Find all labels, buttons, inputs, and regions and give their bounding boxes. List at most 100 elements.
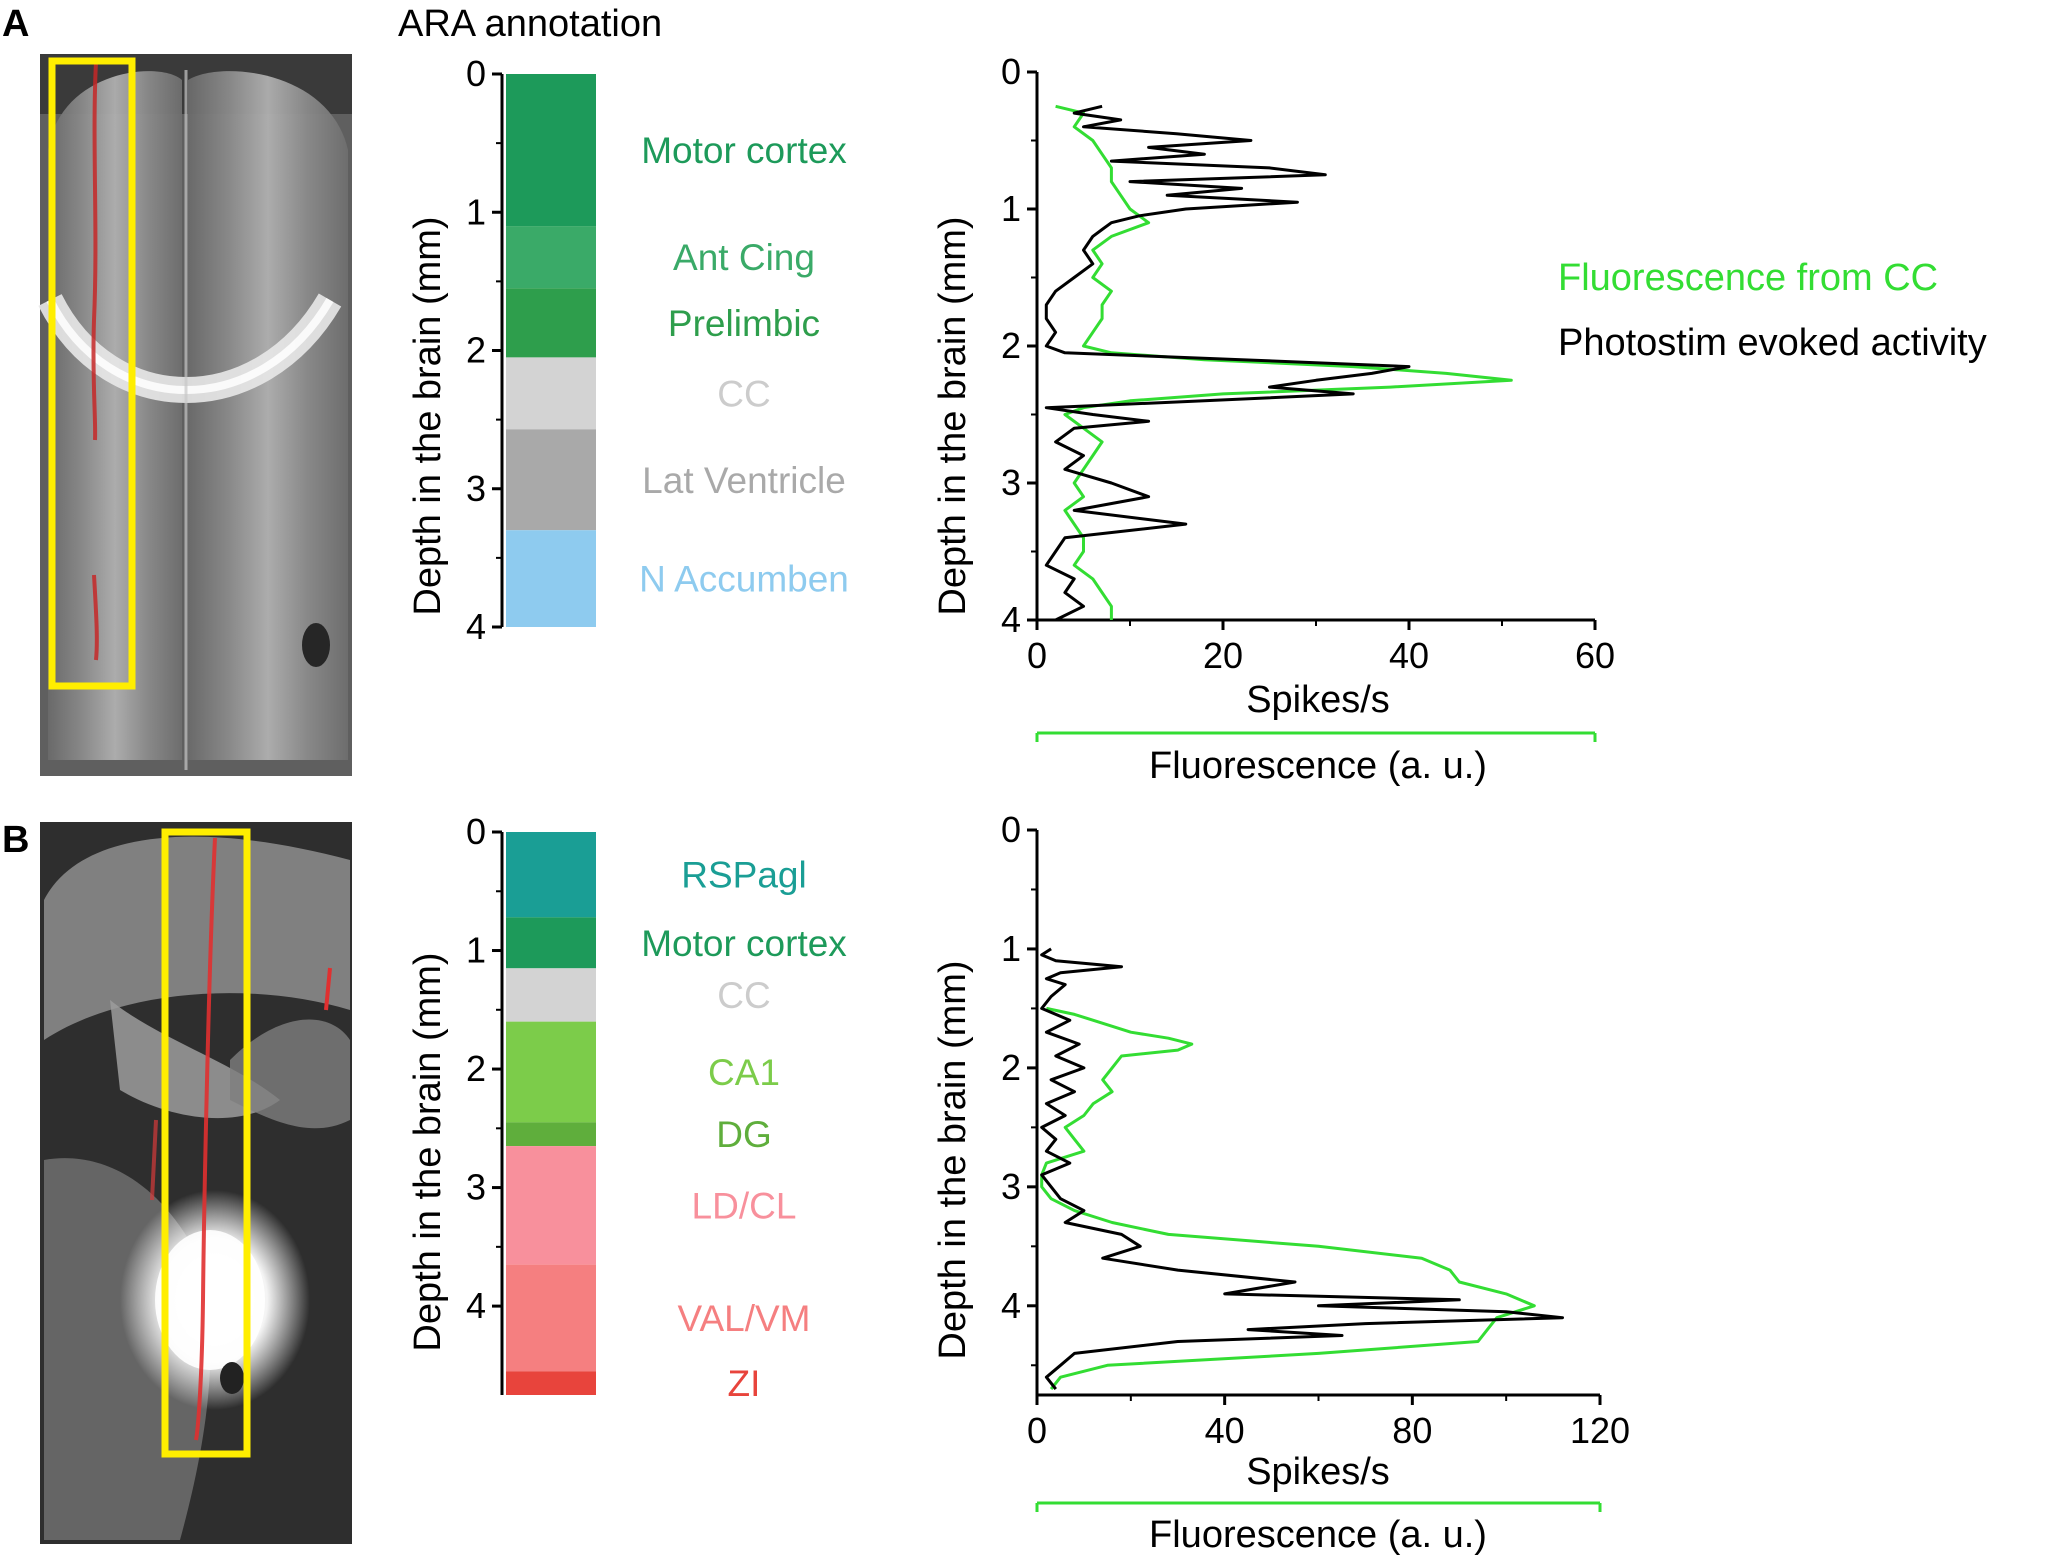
chart-x-tick-label: 20	[1203, 635, 1243, 676]
chart-y-tick-label: 0	[1001, 809, 1021, 850]
panel-letter-b: B	[2, 819, 29, 861]
chart-b-ylabel: Depth in the brain (mm)	[932, 960, 974, 1359]
chart-y-tick-label: 3	[1001, 462, 1021, 503]
legend-activity: Photostim evoked activity	[1558, 322, 1987, 364]
cortex-band-b	[44, 836, 350, 1040]
fluorescence-series-line	[1055, 104, 1513, 620]
annotation-tick-label: 0	[466, 811, 486, 852]
probe-track-tertiary-b	[150, 1119, 158, 1201]
annotation-tick-label: 2	[466, 330, 486, 371]
legend-fluorescence: Fluorescence from CC	[1558, 257, 1938, 299]
annotation-bars-b: RSPagl Motor cortex CC CA1 DG LD/CL VAL/VM ZI	[506, 832, 847, 1404]
panel-a: A ARA annotation Depth in the brain (mm)…	[2, 3, 1987, 787]
annotation-region-bar	[506, 1264, 596, 1372]
chart-y-tick-label: 0	[1001, 51, 1021, 92]
annotation-region-bar	[506, 1146, 596, 1265]
annotation-region-label: CA1	[708, 1052, 780, 1093]
chart-a-ylabel: Depth in the brain (mm)	[932, 216, 974, 615]
annotation-region-label: ZI	[728, 1363, 761, 1404]
chart-y-tick-label: 4	[1001, 599, 1021, 640]
right-hemisphere	[188, 71, 348, 760]
annotation-region-bar	[506, 74, 596, 227]
panel-b: B Depth in the brain (mm) 0 1 2 3 4 RSPagl Mo…	[2, 809, 1630, 1556]
yellow-highlight-box	[161, 828, 251, 1458]
chart-x-tick-label: 0	[1027, 635, 1047, 676]
ventricle-dark	[302, 623, 330, 667]
annotation-tick-label: 0	[466, 53, 486, 94]
activity-series-line	[1040, 947, 1564, 1391]
annotation-region-label: N Accumben	[639, 559, 849, 600]
chart-x-tick-label: 80	[1392, 1410, 1432, 1451]
annotation-region-label: VAL/VM	[678, 1298, 811, 1339]
panel-letter-a: A	[2, 3, 29, 45]
annotation-region-bar	[506, 917, 596, 969]
chart-a-xlabel: Spikes/s	[1246, 679, 1390, 721]
chart-y-tick-label: 2	[1001, 325, 1021, 366]
histology-b	[40, 822, 352, 1544]
annotation-ticks-a: 0 1 2 3 4	[466, 53, 502, 647]
chart-y-tick-label: 2	[1001, 1047, 1021, 1088]
chart-x-tick-label: 0	[1027, 1410, 1047, 1451]
annotation-region-label: DG	[716, 1114, 772, 1155]
annotation-ylabel-b: Depth in the brain (mm)	[407, 952, 449, 1351]
annotation-region-label: CC	[717, 373, 770, 414]
annotation-region-label: Motor cortex	[641, 923, 847, 964]
annotation-region-bar	[506, 1371, 596, 1395]
annotation-ylabel-a: Depth in the brain (mm)	[407, 216, 449, 615]
annotation-region-bar	[506, 1122, 596, 1147]
annotation-region-label: Lat Ventricle	[642, 460, 846, 501]
annotation-region-label: Prelimbic	[668, 303, 820, 344]
ara-annotation-header: ARA annotation	[398, 3, 662, 45]
hippocampus-b-right	[230, 1019, 350, 1129]
annotation-region-label: RSPagl	[681, 855, 806, 896]
annotation-region-bar	[506, 530, 596, 627]
annotation-region-bar	[506, 429, 596, 531]
annotation-a: Depth in the brain (mm) 0 1 2 3 4 Motor cort…	[407, 53, 849, 647]
annotation-region-bar	[506, 357, 596, 430]
fluorescence-core-b	[155, 1230, 265, 1370]
annotation-tick-label: 4	[466, 606, 486, 647]
annotation-region-label: CC	[717, 975, 770, 1016]
annotation-tick-label: 3	[466, 468, 486, 509]
histology-a	[38, 54, 352, 776]
annotation-tick-label: 4	[466, 1285, 486, 1326]
chart-y-tick-label: 3	[1001, 1166, 1021, 1207]
annotation-tick-label: 1	[466, 930, 486, 971]
annotation-region-bar	[506, 226, 596, 289]
chart-x-tick-label: 40	[1389, 635, 1429, 676]
annotation-region-label: LD/CL	[692, 1185, 797, 1226]
probe-track-red-line	[91, 61, 99, 661]
probe-track-secondary-b	[324, 967, 332, 1011]
annotation-ticks-b: 0 1 2 3 4	[466, 811, 502, 1326]
legend: Fluorescence from CC Photostim evoked ac…	[1558, 257, 1987, 364]
annotation-tick-label: 1	[466, 191, 486, 232]
chart-y-tick-label: 4	[1001, 1285, 1021, 1326]
left-hemisphere	[48, 71, 182, 760]
chart-x-tick-label: 60	[1575, 635, 1615, 676]
annotation-b: Depth in the brain (mm) 0 1 2 3 4 RSPagl Moto…	[407, 811, 847, 1404]
activity-series-line	[1044, 104, 1411, 622]
chart-x-tick-label: 120	[1570, 1410, 1630, 1451]
annotation-region-label: Motor cortex	[641, 130, 847, 171]
chart-b-xlabel: Spikes/s	[1246, 1451, 1390, 1493]
yellow-highlight-box	[48, 57, 136, 690]
annotation-region-bar	[506, 832, 596, 918]
annotation-region-bar	[506, 968, 596, 1022]
annotation-region-bar	[506, 288, 596, 358]
chart-b-fluorescence-label: Fluorescence (a. u.)	[1149, 1514, 1487, 1556]
annotation-tick-label: 2	[466, 1048, 486, 1089]
chart-y-tick-label: 1	[1001, 188, 1021, 229]
annotation-region-label: Ant Cing	[673, 237, 815, 278]
chart-a-fluorescence-label: Fluorescence (a. u.)	[1149, 745, 1487, 787]
ventricle-dark-b	[220, 1362, 244, 1394]
annotation-region-bar	[506, 1021, 596, 1123]
annotation-tick-label: 3	[466, 1167, 486, 1208]
chart-x-tick-label: 40	[1205, 1410, 1245, 1451]
annotation-bars-a: Motor cortex Ant Cing Prelimbic CC Lat Ventr…	[506, 74, 849, 627]
chart-y-tick-label: 1	[1001, 928, 1021, 969]
